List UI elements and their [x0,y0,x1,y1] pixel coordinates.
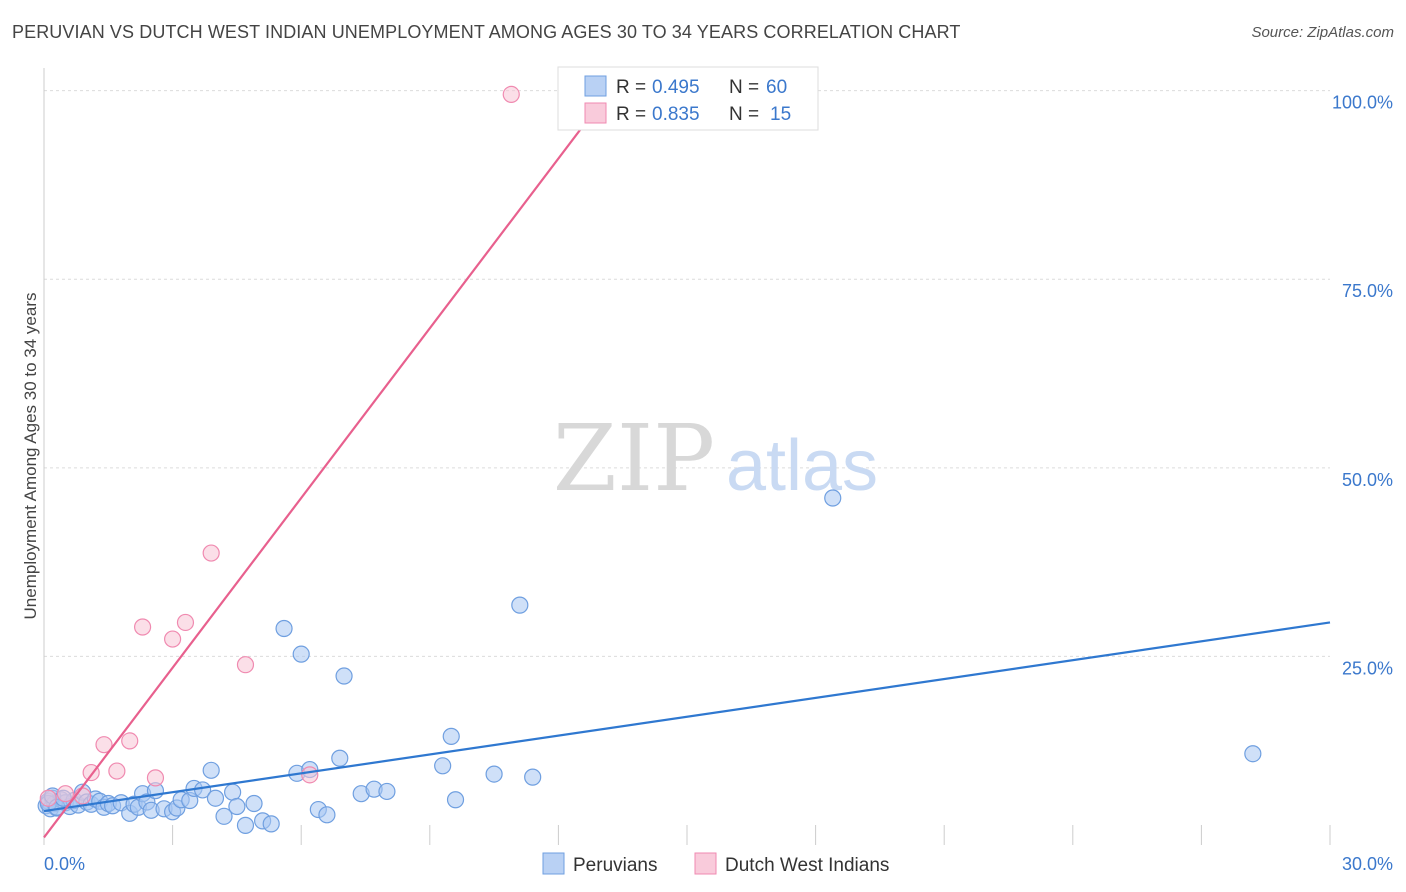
x-tick-labels: 0.0% 30.0% [44,854,1393,874]
peruvians-point [275,619,293,638]
stats-n-value-1: 60 [766,77,787,98]
peruvians-point [434,757,452,775]
dutch-west-indians-point [95,736,113,754]
trend-lines [43,89,1331,839]
peruvians-point [292,645,310,663]
peruvians-point [245,794,263,813]
dutch-west-indians-point [146,769,165,787]
y-tick-label-2: 75.0% [1342,281,1393,301]
stats-r-label-2: R = [616,104,646,125]
stats-r-label-1: R = [616,77,646,98]
peruvians-point [331,749,349,767]
y-tick-labels: 25.0% 50.0% 75.0% 100.0% [1332,93,1393,679]
y-tick-label-3: 100.0% [1332,93,1393,113]
dutch-west-indians-point [108,762,126,780]
peruvians-point [202,761,220,779]
peruvians-point [335,667,353,685]
dutch-west-indians-point [56,785,75,803]
peruvians-point [442,727,460,745]
peruvians-point [446,791,465,809]
axes [43,68,1331,845]
chart-title: PERUVIAN VS DUTCH WEST INDIAN UNEMPLOYME… [12,22,961,42]
dutch-west-indians-point [133,618,152,636]
series-legend: Peruvians Dutch West Indians [542,852,889,876]
y-tick-label-1: 50.0% [1342,470,1393,490]
peruvians-point [378,782,396,801]
stats-r-value-1: 0.495 [652,77,700,98]
stats-n-label-2: N = [729,104,759,125]
watermark-zip: ZIP [553,405,715,512]
grid-lines [44,90,1330,657]
stats-swatch-peruvians [584,75,607,97]
stats-r-value-2: 0.835 [652,104,700,125]
peruvians-point [206,789,225,807]
dutch-west-indians-point [39,789,57,807]
dutch-west-indians-point [202,544,220,562]
dutch-west-indians-point [301,766,319,784]
peruvians-point [228,797,246,816]
chart-source: Source: ZipAtlas.com [1251,24,1394,41]
dutch-west-indians-point [176,613,195,632]
y-axis-label: Unemployment Among Ages 30 to 34 years [21,293,40,620]
peruvians-point [1244,745,1262,763]
peruvians-point [485,765,503,783]
dutch-west-indians-point [73,787,92,805]
stats-n-value-2: 15 [770,104,791,125]
peruvians-point [236,816,255,834]
peruvians-point [318,806,336,824]
peruvians-point [224,783,242,801]
x-tick-min: 0.0% [44,854,85,874]
data-points [37,85,1262,834]
x-tick-max: 30.0% [1342,854,1393,874]
legend-label-dutch-west-indians: Dutch West Indians [725,855,889,876]
legend-label-peruvians: Peruvians [573,855,658,876]
peruvians-point [824,489,842,507]
dutch-west-indians-point [121,732,139,750]
dutch-west-indians-point [502,85,520,104]
legend-swatch-peruvians [542,852,565,875]
dutch-west-indians-point [236,656,255,674]
peruvians-point [262,815,280,833]
watermark: ZIP atlas [553,405,878,512]
peruvians-trend-line [43,621,1331,813]
dutch-west-indians-trend-line [43,89,611,839]
peruvians-point [511,596,529,614]
legend-swatch-dutch-west-indians [694,852,717,875]
stats-swatch-dutch-west-indians [584,102,607,124]
watermark-atlas: atlas [726,426,878,506]
peruvians-point [215,807,233,825]
stats-legend: R = 0.495 N = 60 R = 0.835 N = 15 [557,66,819,131]
dutch-west-indians-point [164,630,182,648]
stats-n-label-1: N = [729,77,759,98]
y-tick-label-0: 25.0% [1342,658,1393,678]
peruvians-point [524,768,542,786]
